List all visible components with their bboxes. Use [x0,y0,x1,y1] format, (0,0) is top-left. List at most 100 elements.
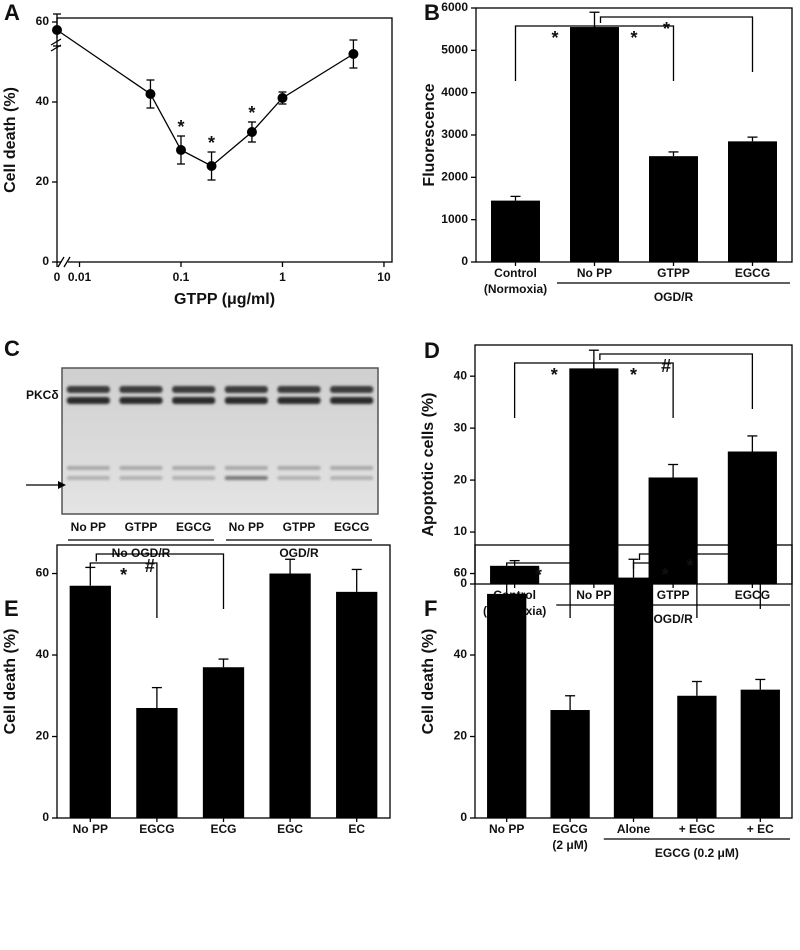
x-tick-label: No PP [577,266,612,280]
y-tick-label: 10 [454,524,468,538]
bar [202,667,245,818]
plot-frame [56,17,393,263]
band [277,476,321,480]
axis-break-mask [61,259,68,265]
lane-label: No PP [229,520,264,534]
y-axis-label: Cell death (%) [2,87,19,193]
x-tick-label: EGCG [139,822,174,836]
data-point [348,49,359,59]
group-label: EGCG (0.2 μM) [655,846,739,860]
panel-letter: B [424,0,440,25]
band [277,466,321,470]
bar [613,577,654,818]
y-tick-label: 4000 [441,85,468,99]
bar [649,156,698,262]
bar [490,565,540,584]
band [66,386,110,393]
significance-mark: * [177,117,184,137]
comparison-label: * [630,365,637,385]
y-tick-label: 20 [454,729,468,743]
band [330,397,374,404]
bar [570,27,619,262]
lane-label: EGCG [334,520,369,534]
y-tick-label: 1000 [441,212,468,226]
comparison-bracket [95,553,225,609]
x-tick-label: EGCG [735,266,770,280]
x-tick-label: EGC [277,822,303,836]
y-tick-label: 20 [36,729,50,743]
y-tick-label: 60 [454,566,468,580]
blot-image [61,367,379,515]
band-label: PKCδ [26,388,59,402]
comparison-bracket [599,353,754,409]
bar [491,200,540,262]
significance-mark: * [248,103,255,123]
y-tick-label: 20 [454,472,468,486]
y-tick-label: 0 [461,254,468,268]
band [66,476,110,480]
x-axis-label: GTPP (μg/ml) [174,291,275,308]
x-tick-label: 0.1 [173,270,190,284]
bar [269,573,311,818]
significance-mark: * [208,133,215,153]
x-tick-label: No PP [73,822,108,836]
bar [740,689,780,818]
group-label: OGD/R [279,546,319,560]
data-point [175,145,186,155]
band [66,397,110,404]
y-axis-label: Apoptotic cells (%) [420,392,437,536]
y-tick-label: 40 [454,368,468,382]
data-point [246,127,257,137]
band [224,476,268,480]
band [119,386,163,393]
x-tick-label: EC [348,822,365,836]
x-tick-label: Alone [617,822,651,836]
band [224,386,268,393]
axis-break [57,256,71,268]
comparison-label: * [120,565,127,585]
x-tick-label: 10 [377,270,391,284]
y-tick-label: 0 [42,810,49,824]
data-line [56,29,354,167]
y-axis-label: Fluorescence [421,83,438,186]
bar [677,695,717,818]
comparison-bracket [632,562,698,618]
y-tick-label: 0 [460,810,467,824]
group-label: No OGD/R [112,546,171,560]
y-axis-label: Cell death (%) [2,629,19,735]
band [277,397,321,404]
arrow-head [58,481,66,489]
band [330,476,374,480]
x-tick-label: GTPP [657,588,690,602]
y-tick-label: 30 [454,420,468,434]
comparison-label: * [535,565,542,585]
comparison-label: * [630,28,637,48]
lane-label: GTPP [283,520,316,534]
bar [136,707,178,818]
x-tick-label: GTPP [657,266,690,280]
y-tick-label: 40 [454,647,468,661]
y-tick-label: 6000 [441,0,468,14]
x-tick-label: Control [494,266,537,280]
comparison-bracket [599,16,754,72]
band [277,386,321,393]
data-point [52,25,62,35]
x-tick-label: No PP [489,822,524,836]
comparison-bracket [593,25,675,81]
x-tick-label: EGCG [552,822,587,836]
bar [69,585,111,818]
comparison-label: # [661,356,671,376]
x-tick-label: + EGC [679,822,716,836]
x-tick-label: + EC [747,822,774,836]
x-tick-label: 0.01 [68,270,92,284]
lane-label: GTPP [125,520,158,534]
comparison-bracket [593,362,674,418]
bar [727,451,777,584]
bar [336,591,378,818]
band [330,386,374,393]
comparison-label: # [145,556,155,576]
band [172,386,216,393]
y-tick-label: 40 [36,647,50,661]
x-tick-sublabel: (Normoxia) [484,282,547,296]
